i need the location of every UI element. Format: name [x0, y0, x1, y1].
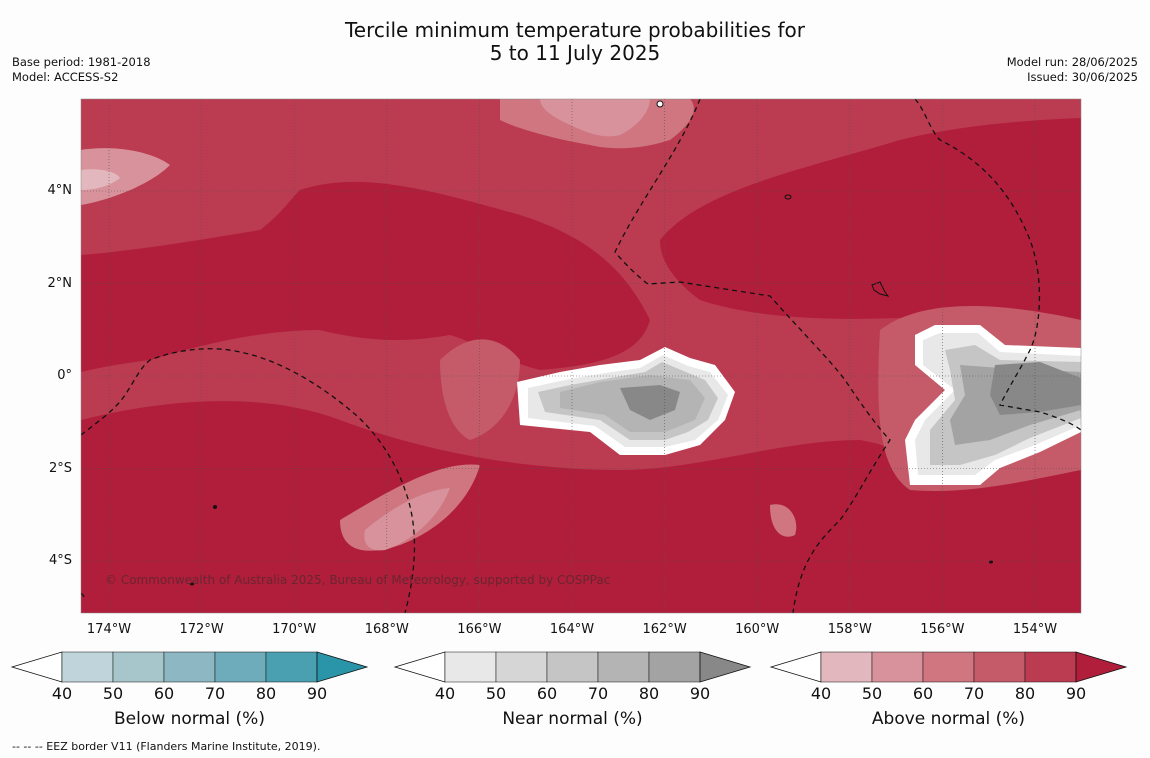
above-normal-40-region [81, 169, 120, 190]
near-normal-90-region [620, 385, 680, 420]
colorbar-tick-label: 70 [963, 684, 985, 703]
map-frame [80, 98, 1082, 614]
longitude-tick-label: 156°W [920, 622, 965, 637]
latitude-tick-label: 4°N [47, 183, 73, 198]
latitude-tick-label: 4°S [48, 553, 72, 568]
longitude-tick-label: 154°W [1012, 622, 1058, 637]
colorbars [10, 651, 1128, 683]
above-normal-50-region [540, 99, 650, 137]
colorbar-tick-label: 80 [638, 684, 660, 703]
colorbar-tick-label: 50 [102, 684, 124, 703]
colorbar-segment [112, 651, 165, 683]
colorbar-segment [922, 651, 975, 683]
eez-footnote: -- -- -- EEZ border V11 (Flanders Marine… [12, 740, 321, 753]
colorbar-high-extension [699, 651, 752, 683]
meta-right: Model run: 28/06/2025 Issued: 30/06/2025 [1007, 55, 1138, 85]
above-normal-90-region [81, 401, 1081, 613]
colorbar-tick-label: 60 [536, 684, 558, 703]
map-title: Tercile minimum temperature probabilitie… [0, 19, 1150, 65]
meta-left: Base period: 1981-2018 Model: ACCESS-S2 [12, 55, 151, 85]
title-line-2: 5 to 11 July 2025 [489, 41, 661, 65]
eez-border-line [914, 99, 1081, 431]
eez-border-line [81, 348, 416, 613]
longitude-tick-label: 172°W [179, 622, 224, 637]
colorbar-tick-label: 80 [255, 684, 277, 703]
colorbar [10, 651, 369, 683]
colorbar-segment [597, 651, 650, 683]
island-marker [656, 100, 664, 108]
colorbar-tick-label: 60 [153, 684, 175, 703]
issued-date: Issued: 30/06/2025 [1027, 70, 1138, 84]
island-marker [784, 194, 792, 200]
island-marker [213, 505, 217, 509]
colorbar-segment [61, 651, 114, 683]
island-marker [871, 281, 890, 297]
eez-border-line [81, 592, 87, 601]
longitude-tick-label: 168°W [364, 622, 409, 637]
colorbar-low-extension [769, 651, 822, 683]
near-normal-90-region [990, 362, 1081, 415]
above-normal-90-region [81, 181, 650, 372]
colorbar-label: Above normal (%) [871, 709, 1026, 729]
colorbar-segment [1024, 651, 1077, 683]
above-normal-90-region [660, 118, 1081, 338]
longitude-tick-label: 164°W [549, 622, 595, 637]
base-period: Base period: 1981-2018 [12, 55, 151, 69]
longitude-tick-label: 170°W [272, 622, 317, 637]
longitude-tick-label: 160°W [735, 622, 780, 637]
colorbar [769, 651, 1128, 683]
above-normal-60-region [770, 504, 797, 537]
latitude-tick-label: 2°N [47, 275, 73, 291]
colorbar-segment [265, 651, 318, 683]
colorbar-tick-label: 70 [204, 684, 226, 703]
colorbar-tick-label: 60 [912, 684, 934, 703]
colorbar-low-extension [393, 651, 446, 683]
above-normal-50-region [364, 488, 450, 551]
colorbar-tick-label: 80 [1014, 684, 1036, 703]
longitude-tick-label: 166°W [457, 622, 502, 637]
eez-borders [81, 99, 1081, 613]
colorbar-low-extension [10, 651, 63, 683]
island-marker [190, 582, 194, 586]
colorbar-tick-label: 40 [810, 684, 832, 703]
latitude-tick-label: 2°S [48, 460, 72, 476]
colorbar-tick-label: 90 [689, 684, 711, 703]
colorbar-tick-label: 50 [861, 684, 883, 703]
colorbar-segment [648, 651, 701, 683]
colorbar-high-extension [1075, 651, 1128, 683]
colorbar-segment [444, 651, 497, 683]
colorbar-label: Below normal (%) [114, 709, 265, 729]
colorbar-segment [973, 651, 1026, 683]
colorbar-tick-label: 70 [587, 684, 609, 703]
colorbar-label: Near normal (%) [502, 709, 643, 729]
title-line-1: Tercile minimum temperature probabilitie… [344, 18, 806, 42]
colorbar-tick-label: 40 [434, 684, 456, 703]
colorbar-segment [546, 651, 599, 683]
above-normal-70-region [440, 339, 520, 440]
longitude-tick-label: 162°W [642, 622, 687, 637]
colorbar-segment [214, 651, 267, 683]
longitude-tick-label: 158°W [827, 622, 872, 637]
above-normal-50-region [81, 148, 170, 205]
colorbar [393, 651, 752, 683]
colorbar-tick-label: 40 [51, 684, 73, 703]
colorbar-segment [820, 651, 873, 683]
model-name: Model: ACCESS-S2 [12, 70, 119, 84]
map-area [81, 99, 1081, 613]
colorbar-high-extension [316, 651, 369, 683]
longitude-tick-label: 174°W [86, 622, 132, 637]
colorbar-segment [871, 651, 924, 683]
copyright-note: © Commonwealth of Australia 2025, Bureau… [105, 573, 610, 587]
colorbar-tick-label: 50 [485, 684, 507, 703]
colorbar-tick-label: 90 [1065, 684, 1087, 703]
colorbar-segment [163, 651, 216, 683]
latitude-tick-label: 0° [57, 368, 72, 383]
model-run: Model run: 28/06/2025 [1006, 55, 1138, 69]
colorbar-segment [495, 651, 548, 683]
eez-border-line [614, 99, 891, 613]
colorbar-tick-label: 90 [306, 684, 328, 703]
